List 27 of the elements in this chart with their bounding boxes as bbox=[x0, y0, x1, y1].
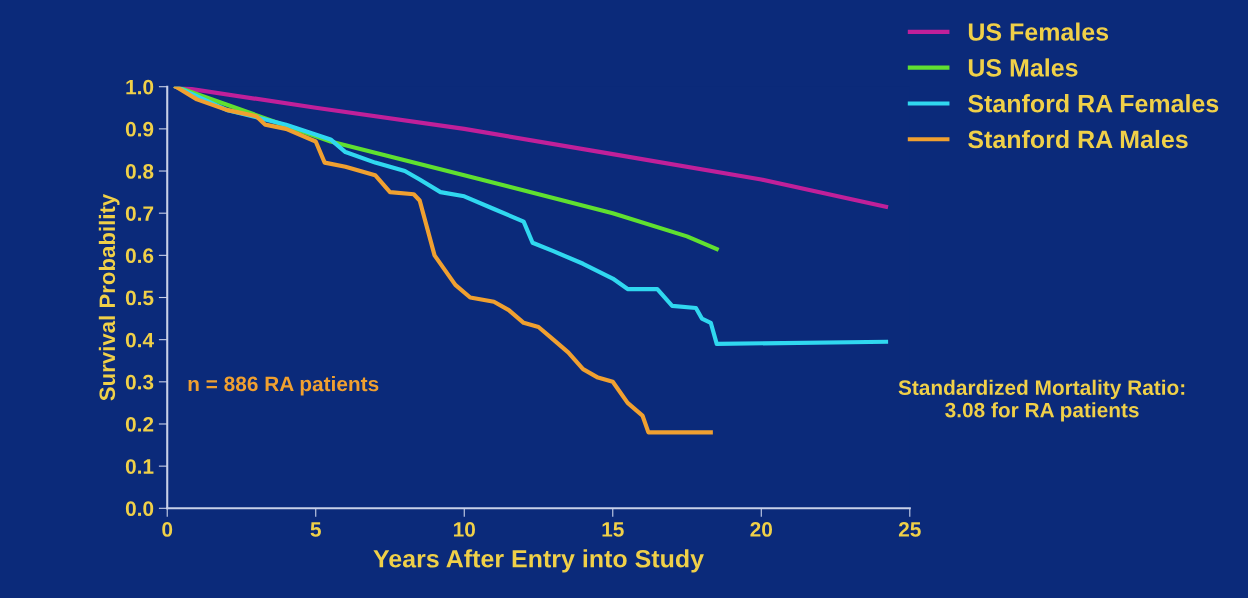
line-series bbox=[174, 86, 889, 209]
y-tick-label: 0.9 bbox=[125, 121, 154, 137]
x-tick-label: 0 bbox=[162, 522, 173, 537]
y-tick-label: 1.0 bbox=[126, 79, 154, 95]
annotation: Standardized Mortality Ratio: 3.08 for RA patients bbox=[898, 379, 1185, 422]
y-tick-label: 0.5 bbox=[125, 290, 154, 306]
line-series bbox=[174, 86, 713, 435]
x-tick-label: 15 bbox=[602, 522, 624, 537]
x-tick-label: 25 bbox=[898, 522, 921, 537]
legend-label: US Males bbox=[968, 58, 1078, 77]
y-tick-label: 0.3 bbox=[125, 374, 154, 390]
y-tick-label: 0.2 bbox=[125, 416, 154, 432]
y-tick-label: 0.0 bbox=[125, 501, 154, 517]
legend-label: Stanford RA Males bbox=[968, 129, 1188, 149]
x-tick-label: 5 bbox=[310, 522, 321, 537]
legend-label: US Females bbox=[968, 22, 1109, 41]
x-axis-title: Years After Entry into Study bbox=[373, 549, 704, 573]
y-tick-label: 0.4 bbox=[125, 332, 154, 348]
x-tick-label: 10 bbox=[453, 522, 475, 537]
y-tick-label: 0.7 bbox=[125, 206, 154, 221]
legend-label: Stanford RA Females bbox=[968, 94, 1219, 113]
y-tick-label: 0.1 bbox=[125, 459, 154, 474]
y-tick-label: 0.8 bbox=[125, 164, 154, 179]
annotation: n = 886 RA patients bbox=[188, 376, 379, 396]
y-axis-title: Survival Probability bbox=[98, 193, 120, 401]
x-tick-label: 20 bbox=[750, 522, 773, 537]
y-tick-label: 0.6 bbox=[125, 248, 154, 264]
